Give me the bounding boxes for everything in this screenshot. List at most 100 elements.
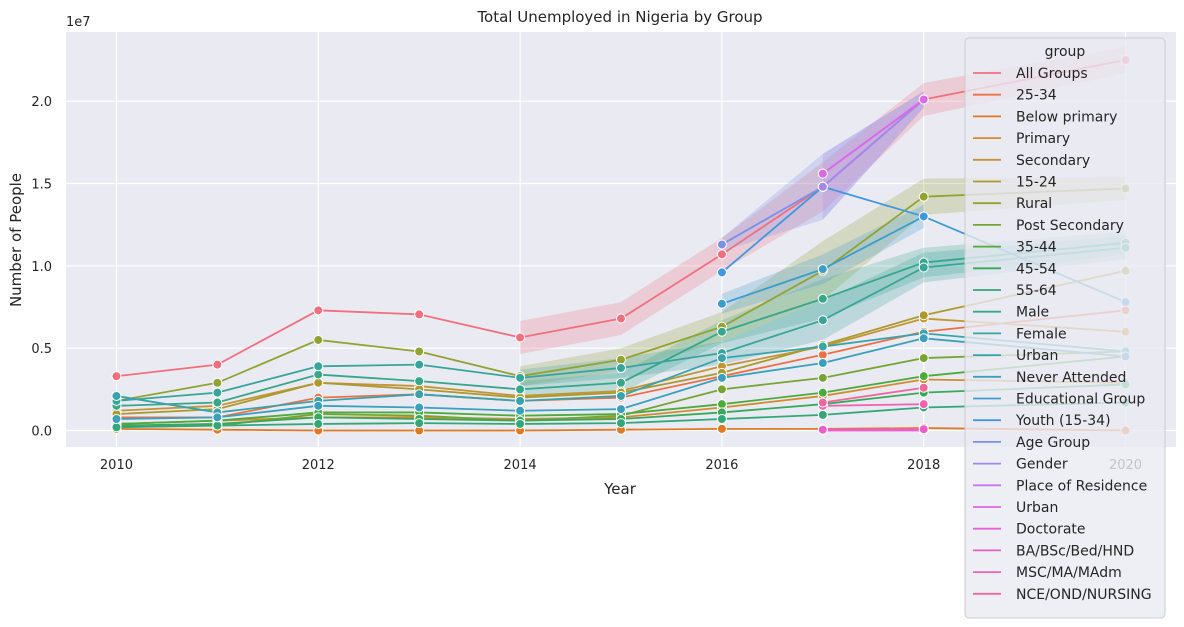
series-line: [822, 386, 924, 404]
data-point: [616, 418, 626, 429]
y-tick-label: 1.5: [31, 178, 52, 193]
y-tick-label: 1.0: [31, 260, 52, 275]
data-point: [817, 397, 828, 408]
x-tick-label: 2014: [504, 458, 537, 473]
series-line: [116, 401, 1126, 429]
data-point: [918, 382, 929, 393]
x-tick-label: 2016: [705, 458, 738, 473]
data-point: [716, 353, 727, 364]
legend-label: 45-54: [1016, 261, 1057, 277]
data-point: [817, 409, 828, 420]
legend-label: Rural: [1016, 196, 1052, 212]
data-point: [716, 372, 727, 383]
data-point: [716, 249, 727, 260]
legend-label: Male: [1016, 305, 1049, 321]
data-point: [716, 326, 727, 337]
legend-box: [964, 37, 1166, 619]
data-point: [212, 397, 223, 408]
legend-label: Below primary: [1016, 109, 1117, 125]
data-point: [111, 422, 122, 433]
data-point: [616, 390, 626, 401]
data-point: [414, 418, 425, 429]
data-point: [313, 361, 324, 372]
data-point: [817, 387, 828, 398]
x-tick-label: 2012: [302, 458, 335, 473]
data-point: [616, 404, 626, 415]
legend-label: 25-34: [1016, 88, 1057, 104]
data-point: [212, 377, 223, 388]
data-point: [817, 372, 828, 383]
legend-label: Never Attended: [1016, 370, 1126, 386]
data-point: [313, 369, 324, 380]
data-point: [313, 377, 324, 388]
x-axis-label: Year: [603, 480, 637, 498]
y-tick-label: 2.0: [31, 95, 52, 110]
legend-label: MSC/MA/MAdm: [1016, 565, 1122, 581]
data-point: [918, 333, 929, 344]
data-point: [212, 420, 223, 431]
data-point: [716, 423, 727, 434]
legend-title: group: [1045, 44, 1086, 60]
confidence-band: [520, 231, 1126, 398]
legend-label: Youth (15-34): [1015, 413, 1111, 429]
series-line: [822, 98, 925, 175]
legend-label: Doctorate: [1016, 522, 1086, 538]
legend-label: Post Secondary: [1016, 218, 1124, 234]
legend-label: Educational Group: [1016, 392, 1145, 408]
data-point: [313, 334, 324, 345]
data-point: [817, 341, 828, 352]
y-tick-label: 0.0: [31, 425, 52, 440]
series-line: [116, 383, 1126, 427]
legend: group All Groups 25-34 Below primary Primar…: [964, 37, 1166, 619]
series-line: [116, 332, 1126, 414]
data-point: [414, 346, 425, 357]
series-line: [116, 355, 1126, 425]
legend-label: 15-24: [1016, 175, 1057, 191]
data-point: [817, 315, 828, 326]
data-point: [515, 405, 526, 416]
data-point: [817, 349, 828, 360]
series-line: [116, 427, 1126, 432]
data-point: [616, 313, 626, 324]
data-point: [515, 384, 526, 395]
data-point: [716, 399, 727, 410]
data-point: [515, 332, 526, 343]
data-point: [515, 418, 526, 429]
data-point: [616, 377, 626, 388]
data-point: [212, 387, 223, 398]
confidence-band: [520, 46, 1126, 354]
data-point: [918, 399, 929, 410]
data-point: [313, 418, 324, 429]
legend-label: Age Group: [1016, 435, 1090, 451]
data-point: [918, 191, 929, 202]
chart-title: Total Unemployed in Nigeria by Group: [476, 8, 762, 26]
legend-label: Gender: [1016, 457, 1068, 473]
legend-label: Female: [1016, 326, 1067, 342]
data-point: [414, 376, 425, 387]
confidence-band: [822, 91, 924, 220]
series-line: [822, 403, 924, 407]
x-tick-label: 2018: [907, 458, 940, 473]
data-point: [716, 239, 727, 250]
data-point: [817, 424, 828, 435]
legend-label: Primary: [1016, 131, 1070, 147]
data-point: [515, 372, 526, 383]
data-point: [716, 384, 727, 395]
series-line: [116, 246, 1126, 402]
data-point: [212, 412, 223, 423]
data-point: [414, 309, 425, 320]
series-line: [116, 187, 1126, 402]
legend-label: Urban: [1016, 348, 1058, 364]
y-tick-label: 0.5: [31, 342, 52, 357]
legend-label: 55-64: [1016, 283, 1057, 299]
data-point: [918, 353, 929, 364]
data-point: [817, 181, 828, 192]
series-line: [822, 98, 925, 188]
data-point: [716, 414, 727, 425]
legend-label: Place of Residence: [1016, 478, 1147, 494]
legend-label: BA/BSc/Bed/HND: [1016, 543, 1134, 559]
data-point: [918, 94, 929, 105]
legend-label: NCE/OND/NURSING: [1016, 587, 1152, 603]
series-line: [116, 269, 1126, 415]
